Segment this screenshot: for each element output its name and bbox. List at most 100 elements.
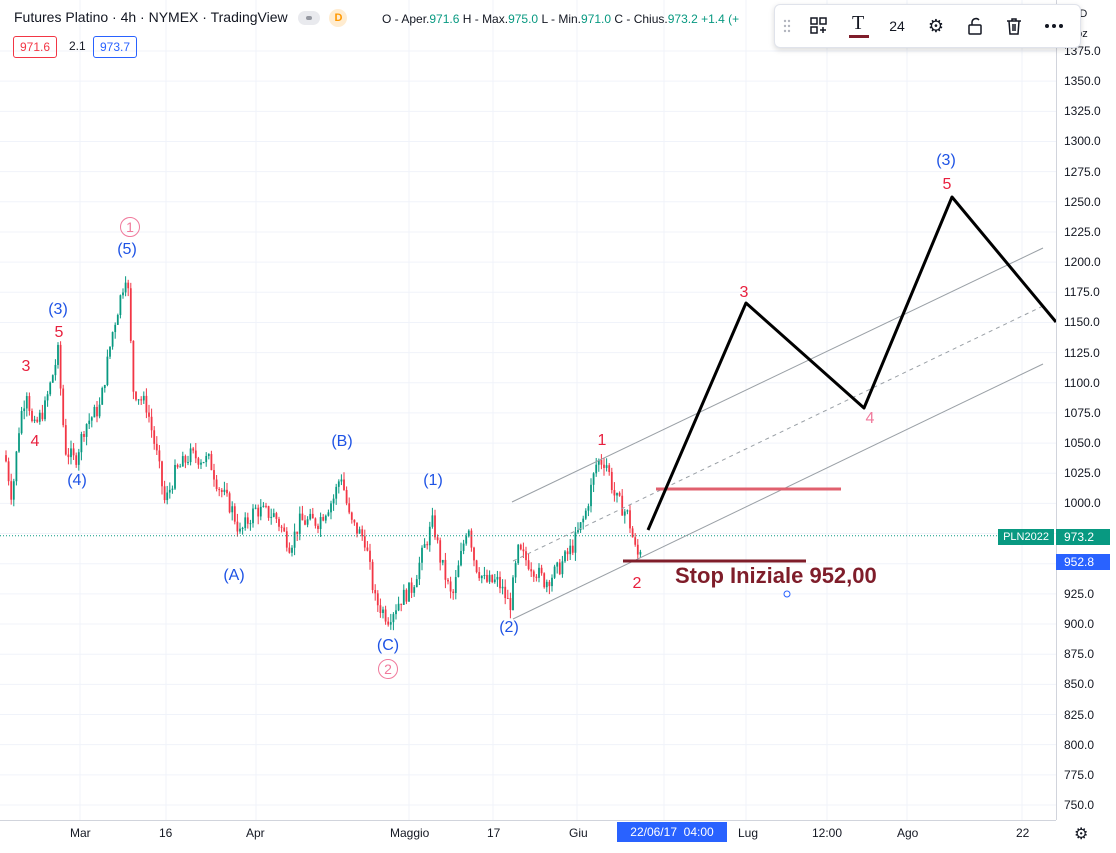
candle-body [226,489,228,494]
candle-body [610,471,613,491]
candle-body [278,518,280,527]
candle-body [109,346,111,357]
candle-body [38,412,41,422]
lock-icon[interactable] [957,5,993,47]
eye-icon[interactable] [297,11,320,26]
symbol-title[interactable]: Futures Platino · 4h · NYMEX · TradingVi… [14,9,288,25]
candle-body [418,562,421,580]
candle-body [413,587,416,593]
wave-label-paren-3[interactable]: (3) [48,301,68,318]
delayed-data-badge[interactable]: D [329,9,348,28]
projection-label-paren-3[interactable]: (3) [936,152,956,169]
settings-icon[interactable]: ⚙ [927,15,945,36]
candle-body [345,489,348,504]
candle-body [205,455,208,463]
candle-body [244,517,247,528]
wave-label-paren-5[interactable]: (5) [117,241,137,258]
open-label: O - Aper. [382,12,430,26]
more-options-icon[interactable] [1036,5,1072,47]
projection-label-4[interactable]: 4 [865,410,875,427]
wave-label-C[interactable]: (C) [376,637,400,654]
trash-icon[interactable] [996,5,1032,47]
candle-body [613,490,616,496]
wave-label-B[interactable]: (B) [331,433,353,450]
price-tick-label: 1350.0 [1064,74,1101,89]
candle-body [122,292,124,296]
candle-body [444,559,447,580]
price-tick-label: 875.0 [1064,647,1095,662]
projection-label-3[interactable]: 3 [739,284,749,301]
close-value: 973.2 [667,12,698,26]
wave-label-paren-4[interactable]: (4) [67,472,87,489]
candle-body [142,395,145,401]
wave-label-paren-1[interactable]: (1) [423,472,443,489]
candle-body [322,517,325,521]
candle-body [36,419,39,422]
candle-body [33,419,36,422]
candle-body [566,551,569,555]
price-chart[interactable] [0,0,1056,820]
candle-body [366,547,369,551]
candle-body [376,593,379,606]
candle-body [106,356,109,385]
time-label-lug: Lug [738,826,759,840]
candle-body [298,513,301,534]
candle-body [447,579,449,582]
high-label: H - Max. [462,12,509,26]
candle-body [317,525,319,529]
candle-body [218,489,221,491]
drawing-toolbar[interactable]: T 24 ⚙ [774,4,1081,48]
price-tick-label: 1050.0 [1064,436,1101,451]
text-color-button[interactable]: T [841,5,877,47]
font-size-selector[interactable]: 24 [889,18,905,34]
candle-body [119,295,122,315]
drag-handle-icon[interactable] [775,5,799,47]
price-tick-label: 1275.0 [1064,164,1101,179]
settings-gear-icon[interactable]: ⚙ [1074,826,1089,843]
candle-body [127,282,130,289]
candle-body [590,484,592,507]
candle-body [587,506,590,511]
projection-label-5[interactable]: 5 [942,176,952,193]
channel-median-line [512,305,1044,562]
time-axis[interactable] [0,820,1056,853]
wave-label-paren-2[interactable]: (2) [499,619,519,636]
stop-text-annotation[interactable]: Stop Iniziale 952,00 [675,563,877,588]
wave-label-5-march[interactable]: 5 [54,324,64,341]
wave-label-circle-2[interactable]: 2 [378,659,398,679]
drawing-overlay [0,195,1056,620]
time-label-22: 22 [1016,826,1030,840]
template-icon[interactable] [801,5,837,47]
candle-body [85,424,88,437]
candle-body [488,574,491,582]
price-axis[interactable] [1056,0,1116,820]
price-tick-label: 1175.0 [1064,285,1100,300]
anchor-point-marker [783,590,791,598]
candle-body [618,492,621,496]
candle-body [239,528,241,532]
candle-body [12,481,15,500]
candle-body [83,434,85,437]
wave-label-1-june[interactable]: 1 [597,432,607,449]
candle-body [371,561,374,591]
wave-label-A[interactable]: (A) [223,567,245,584]
wave-label-circle-1[interactable]: 1 [120,217,140,237]
wave-label-4-march[interactable]: 4 [30,433,40,450]
wave-label-2-june[interactable]: 2 [632,575,642,592]
candle-body [574,532,577,553]
candle-body [421,547,423,563]
candle-body [301,513,304,521]
candle-body [569,545,572,555]
wave-label-3-march[interactable]: 3 [21,358,31,375]
candle-body [350,512,353,520]
symbol-header[interactable]: Futures Platino · 4h · NYMEX · TradingVi… [14,9,361,28]
candle-body [564,551,566,562]
candle-body [5,455,7,462]
candle-body [605,465,608,468]
candle-body [483,574,486,576]
candle-body [551,577,553,587]
buy-price-button[interactable]: 973.7 [93,36,138,58]
channel-lower-line [512,363,1044,620]
candle-body [410,582,413,593]
sell-price-button[interactable]: 971.6 [13,36,58,58]
